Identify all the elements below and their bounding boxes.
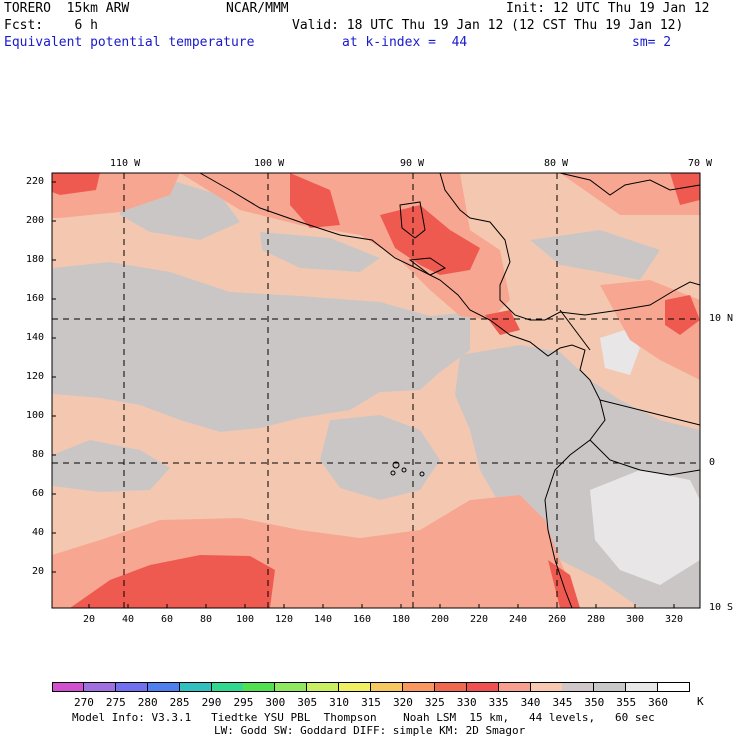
colorbar-label: 350 [584, 696, 605, 709]
colorbar-cell [339, 682, 372, 692]
x-tick-label: 180 [392, 614, 411, 625]
x-tick-label: 300 [626, 614, 645, 625]
colorbar-label: 270 [73, 696, 94, 709]
colorbar-cell [83, 682, 116, 692]
colorbar-label: 275 [105, 696, 126, 709]
colorbar-label: 290 [201, 696, 222, 709]
graticule [52, 173, 700, 608]
colorbar-cell [52, 682, 84, 692]
colorbar-label: 300 [265, 696, 286, 709]
colorbar-cell [434, 682, 467, 692]
colorbar-cell [658, 682, 691, 692]
colorbar-cell [594, 682, 627, 692]
colorbar-cell [402, 682, 435, 692]
colorbar-cell [115, 682, 148, 692]
y-tick-label: 120 [26, 371, 45, 382]
x-tick-label: 220 [470, 614, 489, 625]
colorbar-cell [562, 682, 595, 692]
lon-label-80w: 80 W [544, 158, 569, 169]
hot-areas [52, 173, 700, 608]
x-tick-label: 240 [509, 614, 528, 625]
colorbar-cell [275, 682, 308, 692]
colorbar-cell [530, 682, 563, 692]
colorbar-cell [626, 682, 659, 692]
colorbar-cell [498, 682, 531, 692]
x-tick-label: 100 [236, 614, 255, 625]
lon-label-100w: 100 W [254, 158, 285, 169]
x-tick-label: 140 [314, 614, 333, 625]
x-tick-label: 280 [587, 614, 606, 625]
colorbar-cell [371, 682, 403, 692]
colorbar-label: 295 [233, 696, 254, 709]
lat-label-10s: 10 S [709, 602, 734, 613]
colorbar-label: 345 [552, 696, 573, 709]
y-tick-label: 100 [26, 410, 45, 421]
level-info: at k-index = 44 [342, 35, 468, 50]
colorbar-label: 315 [361, 696, 381, 709]
field-name: Equivalent potential temperature [4, 35, 255, 50]
lon-label-70w: 70 W [688, 158, 713, 169]
x-tick-label: 40 [122, 614, 135, 625]
map-frame [51, 172, 701, 609]
y-tick-label: 160 [26, 293, 45, 304]
lat-label-10n: 10 N [709, 313, 734, 324]
x-tick-label: 60 [161, 614, 174, 625]
lon-label-90w: 90 W [400, 158, 425, 169]
colorbar-label: 325 [424, 696, 445, 709]
lon-label-110w: 110 W [110, 158, 141, 169]
init-time: Init: 12 UTC Thu 19 Jan 12 [506, 1, 710, 16]
colorbar-label: 355 [616, 696, 637, 709]
y-tick-label: 40 [32, 527, 45, 538]
valid-time: Valid: 18 UTC Thu 19 Jan 12 (12 CST Thu … [292, 18, 684, 33]
x-tick-label: 120 [275, 614, 294, 625]
very-low-theta-areas [590, 330, 700, 585]
y-tick-label: 60 [32, 488, 45, 499]
coastlines [199, 172, 701, 609]
organization: NCAR/MMM [226, 1, 289, 16]
y-tick-label: 20 [32, 566, 45, 577]
forecast-hour: Fcst: 6 h [4, 18, 98, 33]
colorbar-label: 340 [520, 696, 541, 709]
y-tick-label: 140 [26, 332, 45, 343]
colorbar-unit: K [697, 695, 704, 708]
colorbar-label: 335 [488, 696, 509, 709]
axis-ticks [52, 181, 675, 608]
x-tick-label: 20 [83, 614, 96, 625]
colorbar-cell [307, 682, 340, 692]
y-tick-label: 180 [26, 254, 45, 265]
colorbar-cell [466, 682, 499, 692]
colorbar-label: 305 [297, 696, 318, 709]
x-tick-label: 80 [200, 614, 213, 625]
colorbar-label: 280 [137, 696, 158, 709]
x-tick-label: 260 [548, 614, 567, 625]
model-info-line2: LW: Godd SW: Goddard DIFF: simple KM: 2D… [214, 724, 526, 737]
colorbar-label: 320 [392, 696, 413, 709]
colorbar-cell [243, 682, 276, 692]
colorbar-cell [211, 682, 244, 692]
colorbar-label: 310 [329, 696, 350, 709]
y-tick-label: 80 [32, 449, 45, 460]
model-name: TORERO 15km ARW [4, 1, 130, 16]
y-tick-label: 220 [26, 176, 45, 187]
y-tick-label: 200 [26, 215, 45, 226]
colorbar-label: 285 [169, 696, 190, 709]
x-tick-label: 320 [665, 614, 684, 625]
x-tick-label: 200 [431, 614, 450, 625]
x-tick-label: 160 [353, 614, 372, 625]
colorbar-cell [179, 682, 212, 692]
colorbar-label: 360 [648, 696, 669, 709]
colorbar-label: 330 [456, 696, 477, 709]
model-info-line1: Model Info: V3.3.1 Tiedtke YSU PBL Thomp… [72, 711, 655, 724]
lat-label-0: 0 [709, 457, 716, 468]
smoothing-info: sm= 2 [632, 35, 672, 50]
colorbar-cell [147, 682, 180, 692]
